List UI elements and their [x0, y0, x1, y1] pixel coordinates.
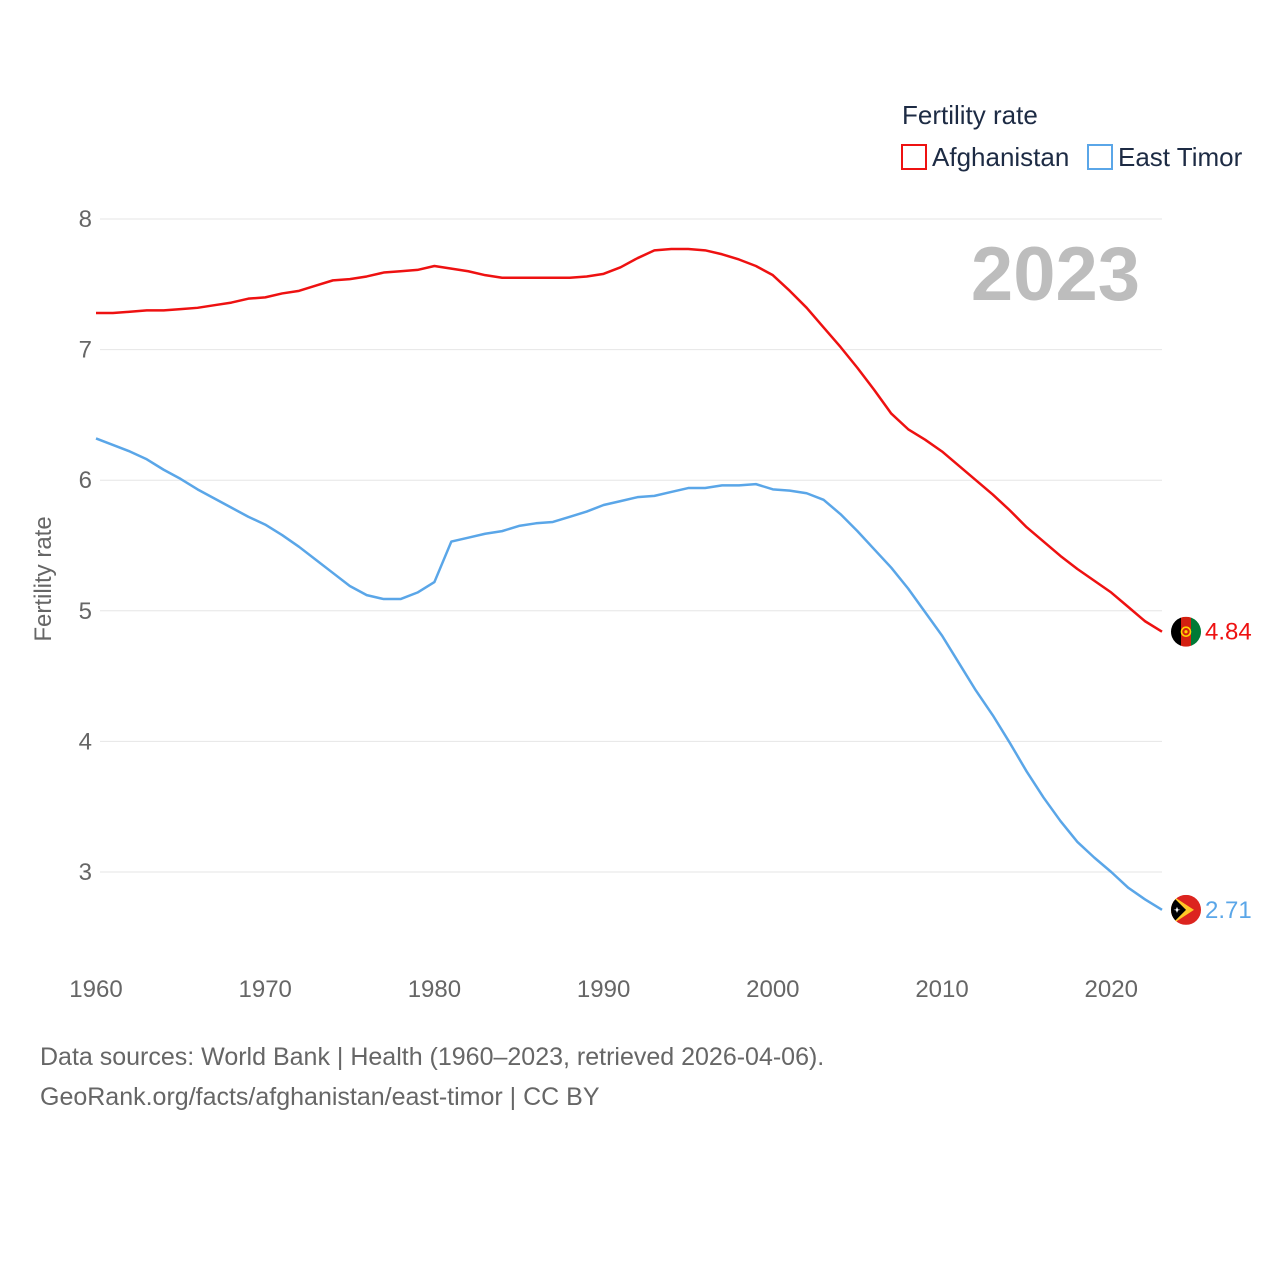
- legend-swatch-afghanistan[interactable]: [901, 144, 927, 170]
- end-value-afghanistan: 4.84: [1205, 619, 1252, 646]
- series-line-east-timor[interactable]: [95, 437, 1163, 911]
- y-tick-label: 6: [79, 467, 92, 494]
- y-tick-label: 5: [79, 598, 92, 625]
- x-axis-ticks: 1960 1970 1980 1990 2000 2010 2020: [69, 976, 1138, 1003]
- legend: Fertility rate Afghanistan East Timor: [901, 100, 1243, 172]
- legend-swatch-east-timor[interactable]: [1087, 144, 1113, 170]
- y-axis-label: Fertility rate: [30, 516, 57, 641]
- series-line-afghanistan[interactable]: [96, 247, 1163, 633]
- gridlines: [100, 218, 1162, 873]
- footer-attribution-link[interactable]: GeoRank.org/facts/afghanistan/east-timor…: [40, 1083, 600, 1111]
- x-tick-label: 1960: [69, 976, 122, 1003]
- end-value-east-timor: 2.71: [1205, 897, 1252, 924]
- y-axis-ticks: 3 4 5 6 7 8: [79, 206, 92, 886]
- x-tick-label: 1970: [239, 976, 292, 1003]
- y-tick-label: 3: [79, 859, 92, 886]
- y-tick-label: 4: [79, 728, 92, 755]
- legend-label-east-timor[interactable]: East Timor: [1118, 142, 1243, 172]
- fertility-chart: 3 4 5 6 7 8 1960 1970 1980 1990 2000 2010 2020 Fert…: [30, 100, 1252, 1003]
- legend-title: Fertility rate: [902, 100, 1038, 130]
- y-tick-label: 7: [79, 337, 92, 364]
- x-tick-label: 2010: [915, 976, 968, 1003]
- x-tick-label: 2000: [746, 976, 799, 1003]
- afghanistan-flag-icon: [1171, 616, 1201, 647]
- y-tick-label: 8: [79, 206, 92, 233]
- x-tick-label: 2020: [1085, 976, 1138, 1003]
- x-tick-label: 1980: [408, 976, 461, 1003]
- east-timor-flag-icon: [1171, 894, 1201, 925]
- x-tick-label: 1990: [577, 976, 630, 1003]
- year-label: 2023: [971, 232, 1140, 317]
- legend-label-afghanistan[interactable]: Afghanistan: [932, 142, 1069, 172]
- footer-sources: Data sources: World Bank | Health (1960–…: [40, 1043, 825, 1071]
